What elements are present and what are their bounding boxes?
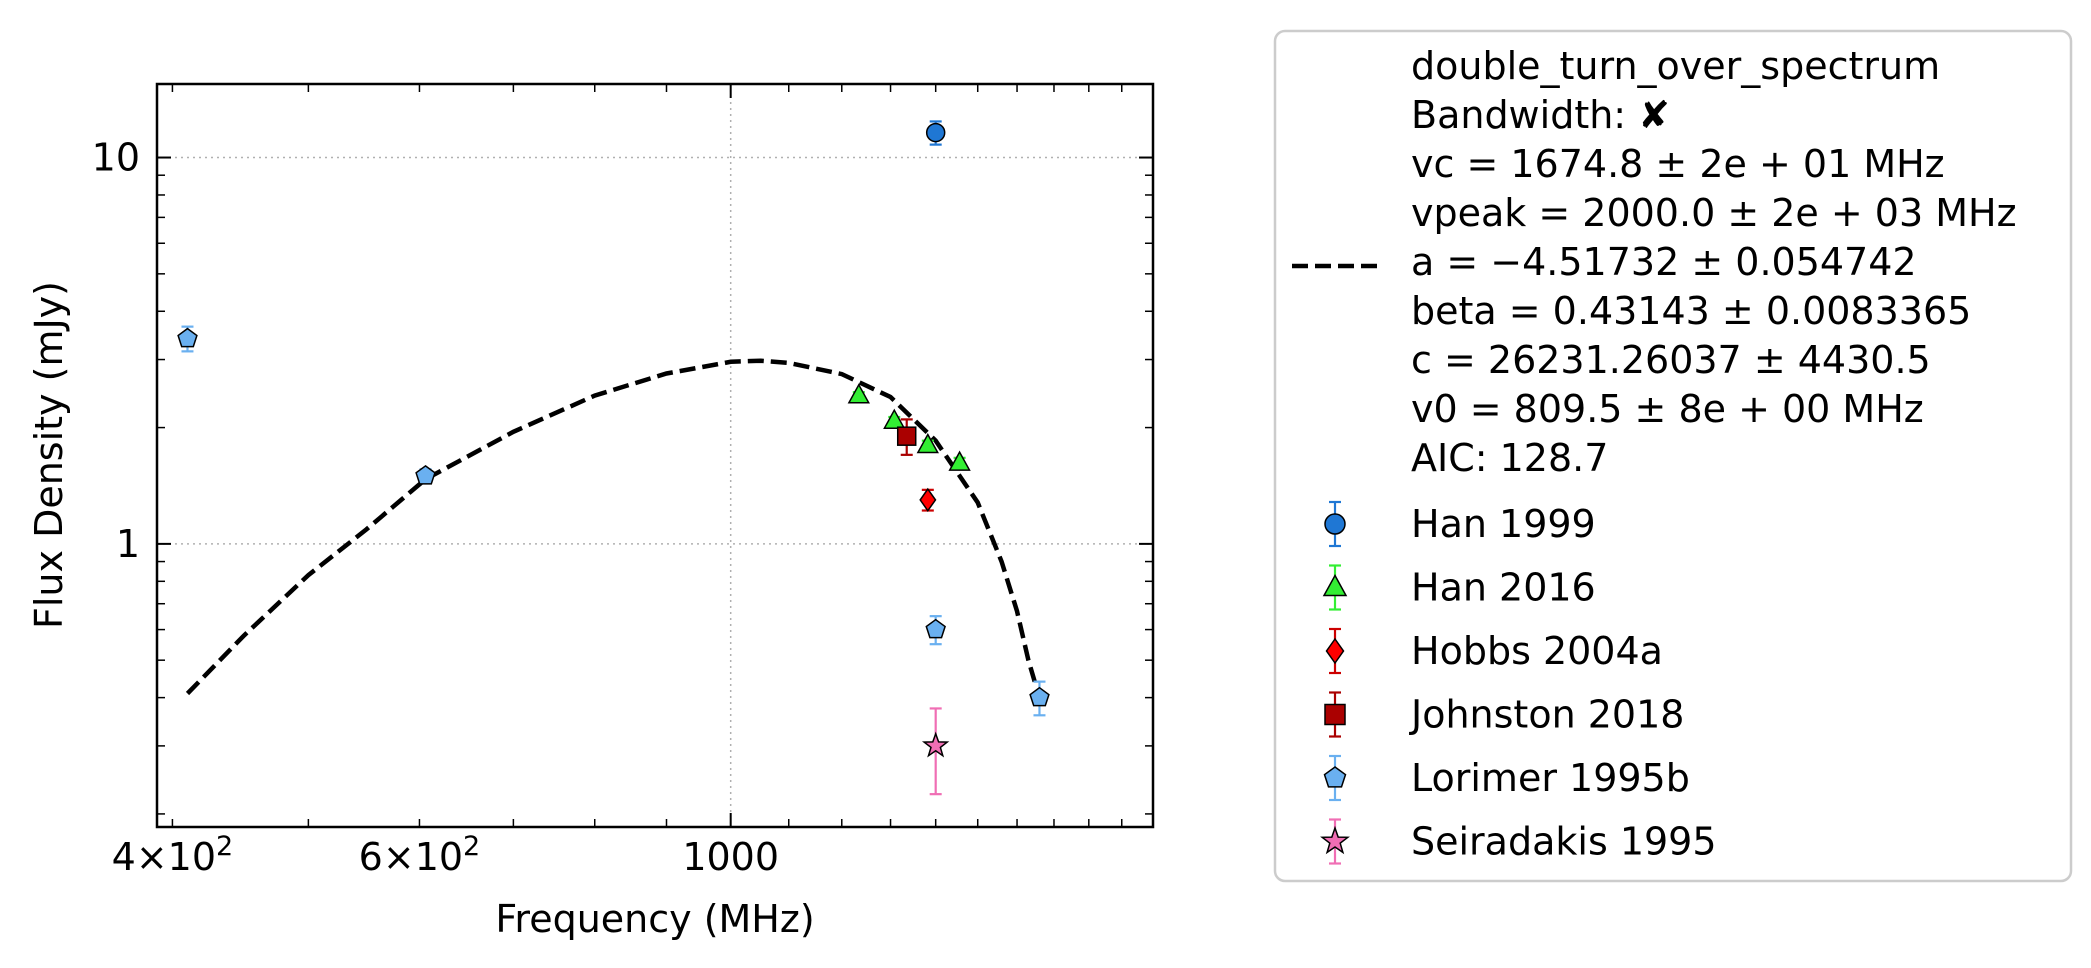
y-tick-label: 1 xyxy=(116,522,140,566)
data-point-lorimer-1995b xyxy=(1029,686,1050,707)
legend-fit-text: double_turn_over_spectrum Bandwidth: ✘ vc … xyxy=(1411,44,2017,480)
data-point-han-2016 xyxy=(948,450,971,471)
legend-box xyxy=(1273,29,2073,883)
legend-fit-line-text: beta = 0.43143 ± 0.0083365 xyxy=(1411,289,1971,333)
legend-fit-line-text: vc = 1674.8 ± 2e + 01 MHz xyxy=(1411,142,1945,186)
tick-labels: 4×102 6×102 1000 1 10 xyxy=(92,136,779,879)
legend-label-lorimer-1995b: Lorimer 1995b xyxy=(1411,756,1690,800)
data-point-lorimer-1995b xyxy=(415,464,436,485)
legend-label-han-1999: Han 1999 xyxy=(1411,502,1596,546)
data-point-hobbs-2004a xyxy=(919,487,937,512)
legend-marker-seiradakis-1995 xyxy=(1320,825,1350,855)
data-point-seiradakis-1995 xyxy=(921,731,950,758)
legend-label-johnston-2018: Johnston 2018 xyxy=(1409,693,1684,737)
legend-marker-johnston-2018 xyxy=(1324,703,1346,726)
legend-fit-line-text: v0 = 809.5 ± 8e + 00 MHz xyxy=(1411,387,1924,431)
legend: double_turn_over_spectrum Bandwidth: ✘ vc … xyxy=(1273,29,2073,883)
fit-curve xyxy=(185,358,1037,696)
legend-marker-lorimer-1995b xyxy=(1323,766,1347,788)
legend-label-seiradakis-1995: Seiradakis 1995 xyxy=(1411,820,1717,864)
data-point-lorimer-1995b xyxy=(925,618,946,639)
y-axis-label: Flux Density (mJy) xyxy=(27,281,71,629)
x-axis-label: Frequency (MHz) xyxy=(495,897,814,941)
legend-label-hobbs-2004a: Hobbs 2004a xyxy=(1411,629,1663,673)
plot-frame xyxy=(155,82,1155,829)
x-tick-label: 1000 xyxy=(682,835,779,879)
data-point-han-2016 xyxy=(916,432,939,454)
data-points-layer xyxy=(177,120,1050,796)
data-point-han-2016 xyxy=(847,383,870,404)
y-tick-label: 10 xyxy=(92,136,140,180)
axis-ticks xyxy=(157,84,1153,827)
legend-label-han-2016: Han 2016 xyxy=(1411,566,1596,610)
legend-marker-han-1999 xyxy=(1324,513,1346,535)
legend-fit-line-text: vpeak = 2000.0 ± 2e + 03 MHz xyxy=(1411,191,2017,235)
data-point-johnston-2018 xyxy=(896,426,917,446)
x-tick-label: 4×102 xyxy=(112,831,234,879)
legend-entries: Han 1999 Han 2016 Hobbs 2004a Johnston 2018… xyxy=(1320,500,1717,865)
legend-fit-line-text: c = 26231.26037 ± 4430.5 xyxy=(1411,338,1931,382)
legend-marker-hobbs-2004a xyxy=(1325,637,1345,665)
legend-fit-line-text: double_turn_over_spectrum xyxy=(1411,44,1940,88)
legend-fit-line-text: a = −4.51732 ± 0.054742 xyxy=(1411,240,1917,284)
fit-curve-layer xyxy=(185,358,1037,696)
legend-fit-line-text: Bandwidth: ✘ xyxy=(1411,93,1670,137)
data-point-han-1999 xyxy=(925,122,946,143)
data-point-lorimer-1995b xyxy=(177,327,198,348)
legend-fit-line-text: AIC: 128.7 xyxy=(1411,436,1608,480)
x-tick-label: 6×102 xyxy=(359,831,481,879)
grid xyxy=(157,84,1153,827)
data-point-han-2016 xyxy=(883,408,906,429)
legend-marker-han-2016 xyxy=(1322,573,1348,597)
